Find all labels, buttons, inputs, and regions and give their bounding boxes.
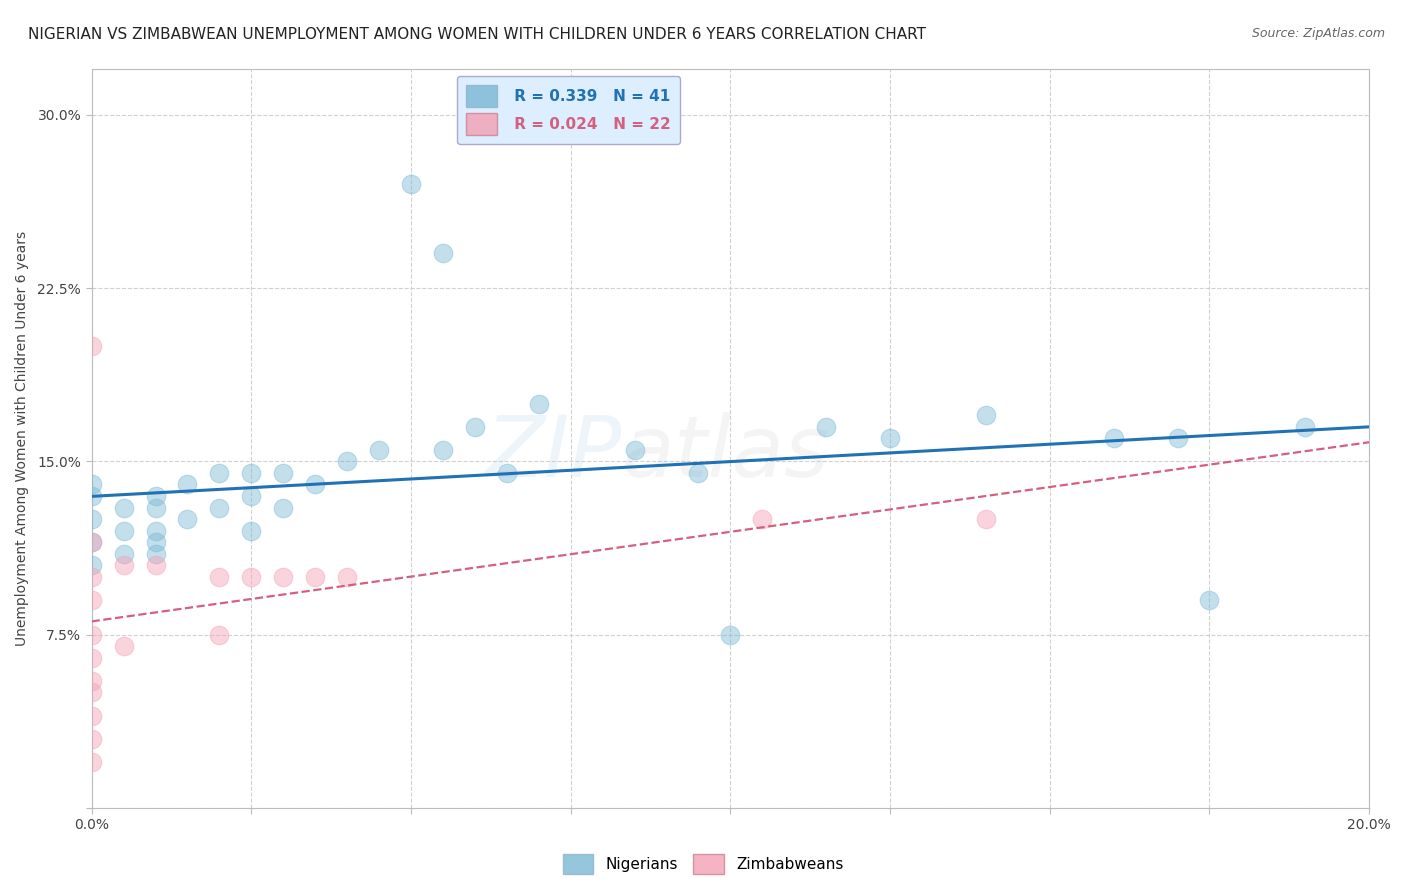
Point xyxy=(688,466,710,480)
Point xyxy=(80,628,103,642)
Point xyxy=(1294,419,1316,434)
Point xyxy=(80,558,103,573)
Point xyxy=(208,500,231,515)
Point xyxy=(145,524,167,538)
Point xyxy=(112,547,135,561)
Point xyxy=(271,466,294,480)
Point xyxy=(495,466,517,480)
Point xyxy=(80,685,103,699)
Legend:  R = 0.339   N = 41,  R = 0.024   N = 22: R = 0.339 N = 41, R = 0.024 N = 22 xyxy=(457,76,681,144)
Point xyxy=(145,558,167,573)
Point xyxy=(80,708,103,723)
Point xyxy=(176,512,198,526)
Point xyxy=(112,639,135,653)
Y-axis label: Unemployment Among Women with Children Under 6 years: Unemployment Among Women with Children U… xyxy=(15,231,30,646)
Text: ZIP: ZIP xyxy=(485,411,621,494)
Point xyxy=(145,535,167,549)
Point xyxy=(432,246,454,260)
Point xyxy=(336,570,359,584)
Text: NIGERIAN VS ZIMBABWEAN UNEMPLOYMENT AMONG WOMEN WITH CHILDREN UNDER 6 YEARS CORR: NIGERIAN VS ZIMBABWEAN UNEMPLOYMENT AMON… xyxy=(28,27,927,42)
Point xyxy=(718,628,741,642)
Text: atlas: atlas xyxy=(621,411,830,494)
Point xyxy=(80,650,103,665)
Point xyxy=(80,535,103,549)
Point xyxy=(80,673,103,688)
Point xyxy=(80,731,103,746)
Point xyxy=(1166,431,1188,445)
Point xyxy=(145,500,167,515)
Point xyxy=(208,466,231,480)
Point xyxy=(879,431,901,445)
Point xyxy=(80,339,103,353)
Point xyxy=(80,489,103,503)
Point xyxy=(336,454,359,468)
Point xyxy=(176,477,198,491)
Point xyxy=(304,570,326,584)
Point xyxy=(208,570,231,584)
Point xyxy=(112,500,135,515)
Point xyxy=(112,558,135,573)
Point xyxy=(815,419,838,434)
Point xyxy=(240,570,263,584)
Point xyxy=(240,466,263,480)
Point xyxy=(208,628,231,642)
Point xyxy=(145,489,167,503)
Point xyxy=(751,512,773,526)
Point xyxy=(145,547,167,561)
Point xyxy=(271,570,294,584)
Point xyxy=(304,477,326,491)
Point xyxy=(80,512,103,526)
Point xyxy=(464,419,486,434)
Point xyxy=(240,524,263,538)
Point xyxy=(432,442,454,457)
Text: Source: ZipAtlas.com: Source: ZipAtlas.com xyxy=(1251,27,1385,40)
Point xyxy=(623,442,645,457)
Point xyxy=(112,524,135,538)
Legend: Nigerians, Zimbabweans: Nigerians, Zimbabweans xyxy=(557,848,849,880)
Point xyxy=(271,500,294,515)
Point xyxy=(527,396,550,410)
Point xyxy=(80,477,103,491)
Point xyxy=(368,442,391,457)
Point xyxy=(80,570,103,584)
Point xyxy=(974,408,997,422)
Point xyxy=(1102,431,1125,445)
Point xyxy=(80,593,103,607)
Point xyxy=(80,535,103,549)
Point xyxy=(240,489,263,503)
Point xyxy=(399,177,422,191)
Point xyxy=(974,512,997,526)
Point xyxy=(1198,593,1220,607)
Point xyxy=(80,755,103,769)
